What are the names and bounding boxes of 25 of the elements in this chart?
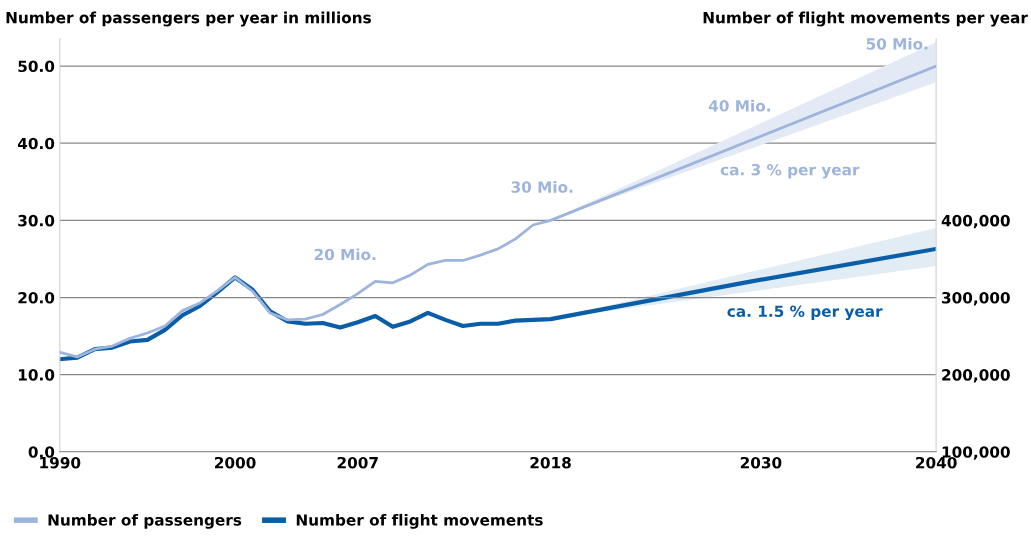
x-tick-label: 1990 (40, 456, 81, 469)
x-tick-label: 2000 (215, 456, 256, 469)
y2-tick-label: 400,000 (941, 214, 1010, 229)
annotation: 40 Mio. (708, 99, 770, 112)
annotation: 30 Mio. (511, 181, 573, 193)
legend-label: Number of passengers (48, 513, 242, 529)
legend-label: Number of flight movements (296, 513, 543, 529)
annotation: 20 Mio. (314, 248, 376, 261)
y-tick-label: 20.0 (18, 291, 55, 304)
y-tick-label: 40.0 (17, 137, 55, 150)
y-tick-label: 30.0 (18, 214, 55, 227)
y2-tick-label: 300,000 (942, 291, 1010, 306)
y-tick-label: 50.0 (18, 60, 55, 73)
annotation: ca. 3 % per year (720, 163, 860, 179)
y-axis-title: Number of passengers per year in millions (6, 11, 371, 27)
x-tick-label: 2007 (337, 456, 378, 469)
y2-tick-label: 200,000 (942, 369, 1010, 383)
y2-axis-title: Number of flight movements per year (703, 11, 1028, 27)
y-tick-label: 0.0 (28, 446, 55, 458)
y-tick-label: 10.0 (18, 369, 55, 381)
annotation: ca. 1.5 % per year (727, 305, 883, 321)
annotation: 50 Mio. (866, 37, 928, 50)
line-series (59, 64, 937, 359)
x-tick-label: 2030 (740, 456, 782, 469)
x-tick-label: 2018 (530, 456, 571, 469)
